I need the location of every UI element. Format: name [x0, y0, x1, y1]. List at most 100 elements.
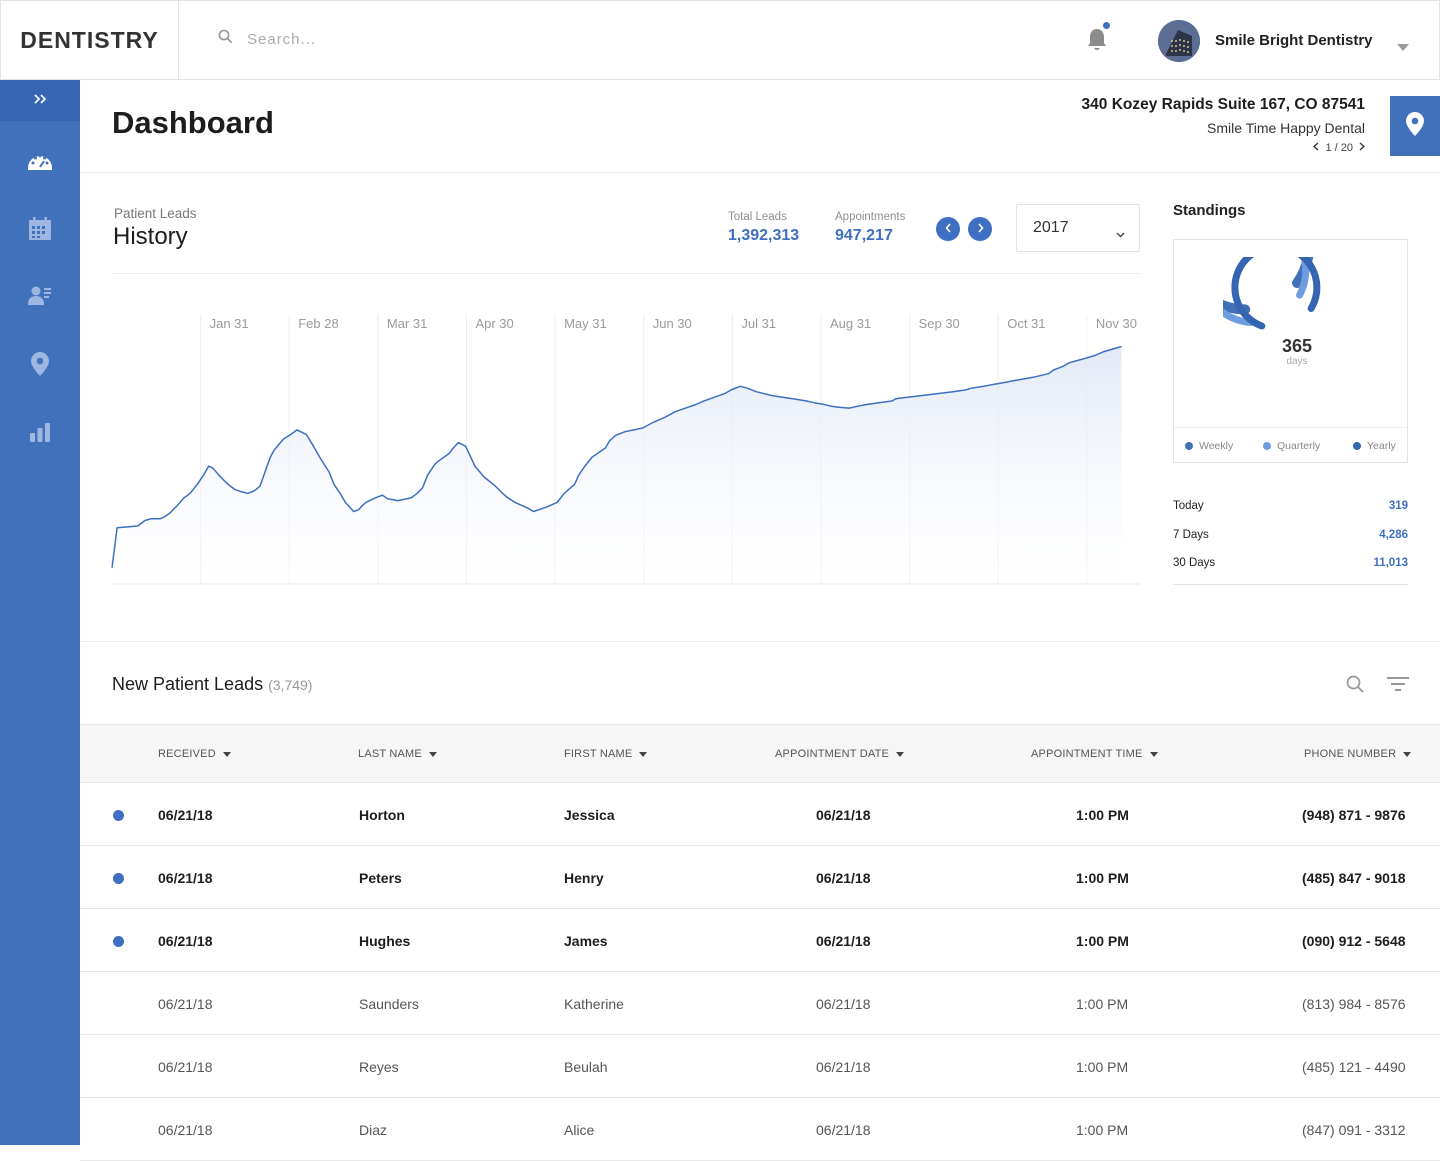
sidebar-item-locations[interactable]	[0, 346, 80, 386]
chart-month-label: May 31	[564, 316, 607, 331]
top-bar: DENTISTRY Smile Bright Dentistry	[0, 0, 1440, 80]
history-eyebrow: Patient Leads	[114, 206, 197, 221]
standings-row-today: Today 319	[1173, 500, 1408, 512]
table-filter-icon[interactable]	[1387, 677, 1409, 696]
table-row[interactable]: 06/21/18 Reyes Beulah 06/21/18 1:00 PM (…	[80, 1035, 1440, 1098]
account-name[interactable]: Smile Bright Dentistry	[1215, 32, 1373, 49]
double-chevron-right-icon	[33, 92, 47, 110]
standings-center-value: 365	[1282, 336, 1312, 356]
column-header-label: FIRST NAME	[564, 748, 633, 760]
divider	[80, 172, 1440, 173]
column-header-appointment-date[interactable]: APPOINTMENT DATE	[775, 748, 905, 760]
account-dropdown-icon[interactable]	[1397, 38, 1409, 56]
location-pager: 1 / 20	[1082, 142, 1366, 154]
table-search-icon[interactable]	[1346, 675, 1364, 698]
year-select-value: 2017	[1033, 219, 1069, 236]
cell-first-name: Alice	[564, 1122, 595, 1138]
appointments-label: Appointments	[835, 211, 906, 223]
chart-month-label: Jun 30	[653, 316, 692, 331]
appointments-stat: Appointments 947,217	[835, 211, 905, 245]
standings-row-value: 4,286	[1379, 529, 1408, 541]
cell-first-name: Henry	[564, 870, 604, 886]
sort-caret-icon	[1403, 751, 1412, 757]
column-header-appointment-time[interactable]: APPOINTMENT TIME	[1031, 748, 1158, 760]
cell-phone-number: (813) 984 - 8576	[1302, 996, 1406, 1012]
standings-title: Standings	[1173, 202, 1246, 219]
cell-received: 06/21/18	[158, 807, 213, 823]
cell-appointment-date: 06/21/18	[816, 807, 871, 823]
cell-first-name: Jessica	[564, 807, 615, 823]
cell-phone-number: (847) 091 - 3312	[1302, 1122, 1406, 1138]
chart-month-label: Jul 31	[741, 316, 776, 331]
cell-appointment-time: 1:00 PM	[1076, 1059, 1129, 1075]
cell-received: 06/21/18	[158, 1059, 213, 1075]
standings-center-unit: days	[1286, 356, 1307, 367]
speedometer-icon	[27, 151, 53, 176]
column-header-last-name[interactable]: LAST NAME	[358, 748, 437, 760]
column-header-first-name[interactable]: FIRST NAME	[564, 748, 648, 760]
location-pin-button[interactable]	[1390, 96, 1440, 156]
table-row[interactable]: 06/21/18 Diaz Alice 06/21/18 1:00 PM (84…	[80, 1098, 1440, 1161]
sidebar-toggle-button[interactable]	[0, 80, 80, 121]
leads-heading: New Patient Leads (3,749)	[112, 674, 312, 695]
notification-bell-icon[interactable]	[1086, 27, 1108, 58]
unread-indicator	[113, 936, 124, 947]
chart-month-label: Aug 31	[830, 316, 871, 331]
page-title: Dashboard	[112, 105, 274, 140]
table-row[interactable]: 06/21/18 Peters Henry 06/21/18 1:00 PM (…	[80, 846, 1440, 909]
legend-dot	[1353, 442, 1361, 450]
appointments-value: 947,217	[835, 227, 893, 244]
column-header-label: APPOINTMENT TIME	[1031, 748, 1143, 760]
total-leads-stat: Total Leads 1,392,313	[728, 211, 799, 245]
column-header-received[interactable]: RECEIVED	[158, 748, 231, 760]
legend-label: Quarterly	[1277, 440, 1321, 452]
cell-appointment-time: 1:00 PM	[1076, 996, 1129, 1012]
total-leads-label: Total Leads	[728, 211, 787, 223]
table-row[interactable]: 06/21/18 Horton Jessica 06/21/18 1:00 PM…	[80, 783, 1440, 846]
search-input[interactable]	[247, 30, 467, 48]
cell-appointment-time: 1:00 PM	[1076, 933, 1129, 949]
cell-last-name: Hughes	[359, 933, 411, 949]
cell-appointment-date: 06/21/18	[816, 933, 871, 949]
sidebar-item-calendar[interactable]	[0, 211, 80, 251]
cell-last-name: Diaz	[359, 1122, 388, 1138]
year-select[interactable]: 2017	[1016, 204, 1140, 252]
cell-first-name: Katherine	[564, 996, 624, 1012]
table-row[interactable]: 06/21/18 Saunders Katherine 06/21/18 1:0…	[80, 972, 1440, 1035]
standings-row-value: 319	[1388, 500, 1408, 512]
location-practice-name: Smile Time Happy Dental	[1207, 120, 1365, 136]
cell-phone-number: (948) 871 - 9876	[1302, 807, 1406, 823]
legend-dot	[1263, 442, 1271, 450]
sidebar-item-reports[interactable]	[0, 414, 80, 454]
unread-indicator	[113, 873, 124, 884]
legend-yearly: Yearly	[1353, 440, 1396, 452]
column-header-label: RECEIVED	[158, 748, 216, 760]
standings-row-label: Today	[1173, 500, 1204, 512]
total-leads-value: 1,392,313	[728, 227, 800, 244]
bar-chart-icon	[29, 422, 51, 447]
chevron-left-icon[interactable]	[1313, 142, 1319, 154]
table-row[interactable]: 06/21/18 Hughes James 06/21/18 1:00 PM (…	[80, 909, 1440, 972]
leads-count: (3,749)	[268, 677, 313, 693]
cell-appointment-date: 06/21/18	[816, 996, 871, 1012]
prev-period-button[interactable]	[936, 217, 960, 241]
brand-logo[interactable]: DENTISTRY	[1, 1, 179, 80]
sidebar-item-dashboard[interactable]	[0, 143, 80, 183]
search-icon[interactable]	[218, 29, 233, 49]
cell-appointment-time: 1:00 PM	[1076, 1122, 1129, 1138]
chevron-right-icon[interactable]	[1359, 142, 1366, 154]
cell-last-name: Horton	[359, 807, 405, 823]
map-pin-icon	[31, 351, 49, 381]
notification-badge	[1103, 22, 1110, 29]
unread-indicator	[113, 810, 124, 821]
next-period-button[interactable]	[968, 217, 992, 241]
sidebar-item-patients[interactable]	[0, 278, 80, 318]
chart-area-fill	[112, 346, 1122, 584]
cell-first-name: Beulah	[564, 1059, 608, 1075]
chevron-down-icon	[1116, 225, 1125, 243]
column-header-phone-number[interactable]: PHONE NUMBER	[1304, 748, 1412, 760]
legend-label: Yearly	[1367, 440, 1396, 452]
location-page-indicator: 1 / 20	[1325, 142, 1353, 154]
avatar[interactable]	[1158, 20, 1200, 62]
location-info: 340 Kozey Rapids Suite 167, CO 87541 Smi…	[1082, 96, 1366, 154]
